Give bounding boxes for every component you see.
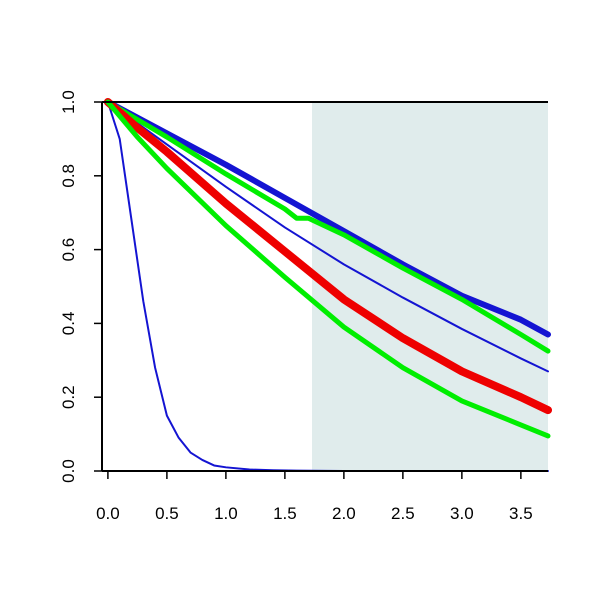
y-tick-label: 0.6 bbox=[59, 238, 78, 262]
series-line-4 bbox=[105, 99, 551, 354]
x-tick-label: 3.5 bbox=[509, 504, 533, 523]
x-tick-label: 0.0 bbox=[96, 504, 120, 523]
x-tick-label: 2.0 bbox=[332, 504, 356, 523]
x-tick-label: 1.0 bbox=[214, 504, 238, 523]
series-line-2 bbox=[104, 99, 551, 338]
x-tick-label: 3.0 bbox=[450, 504, 474, 523]
shaded-region bbox=[312, 102, 548, 471]
x-tick-label: 1.5 bbox=[273, 504, 297, 523]
series-line-3 bbox=[106, 101, 549, 373]
x-tick-label: 0.5 bbox=[155, 504, 179, 523]
y-tick-label: 0.2 bbox=[59, 385, 78, 409]
series-line-6 bbox=[105, 99, 551, 439]
y-tick-label: 0.4 bbox=[59, 312, 78, 336]
x-tick-label: 2.5 bbox=[391, 504, 415, 523]
y-tick-label: 1.0 bbox=[59, 90, 78, 114]
y-tick-label: 0.0 bbox=[59, 459, 78, 483]
y-tick-label: 0.8 bbox=[59, 164, 78, 188]
series-line-5 bbox=[103, 98, 552, 415]
